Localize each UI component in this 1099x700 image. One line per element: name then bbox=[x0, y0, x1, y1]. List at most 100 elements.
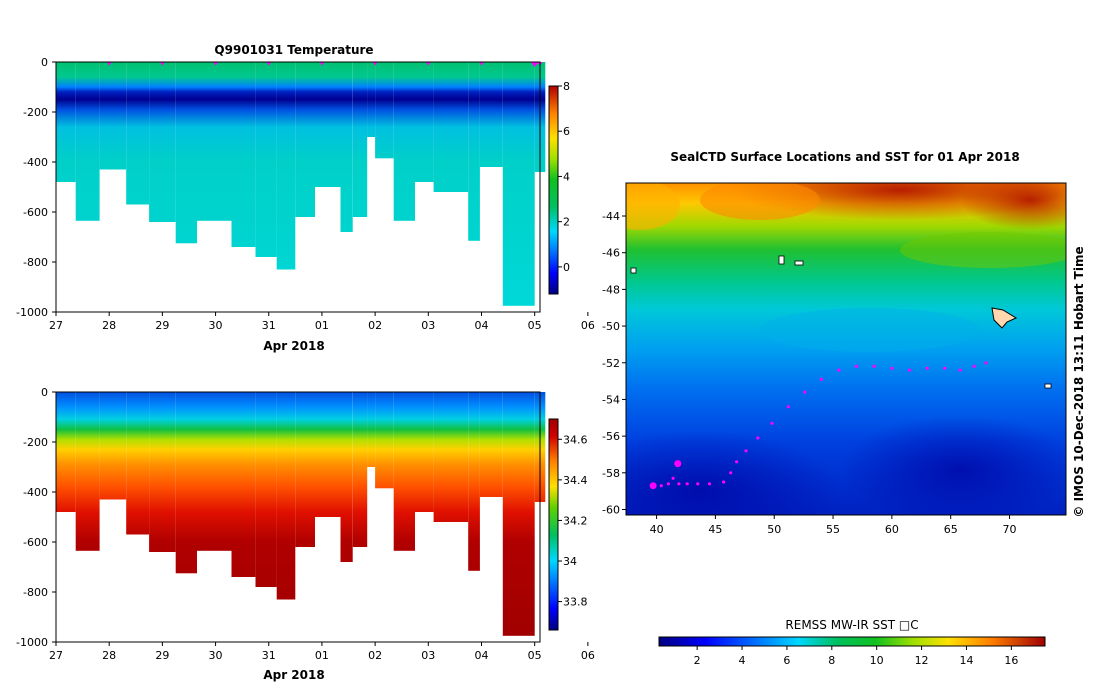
y-tick-label: -200 bbox=[23, 106, 48, 119]
sst-map-axes: -44 -46 -48 -50 -52 -54 -56 -58 -60 40 45 50 55 60 65 7… bbox=[602, 210, 1016, 536]
track-highlight-point bbox=[674, 460, 682, 468]
profile-column bbox=[276, 62, 296, 270]
surface-markers bbox=[106, 62, 543, 67]
x-tick-label: 01 bbox=[315, 649, 329, 662]
colorbar-tick-label: 8 bbox=[563, 80, 570, 93]
temperature-section-panel: Q9901031 Temperature 0 -200 -400 -600 -800 -1… bbox=[16, 43, 595, 353]
map-x-tick-label: 55 bbox=[826, 523, 840, 536]
colorbar-tick-label: 6 bbox=[563, 125, 570, 138]
profile-column bbox=[433, 392, 469, 522]
sst-field bbox=[626, 183, 1066, 515]
surface-marker bbox=[530, 62, 539, 67]
profile-column bbox=[415, 62, 434, 182]
y-tick-label: -800 bbox=[23, 256, 48, 269]
profile-column bbox=[433, 62, 469, 192]
track-point bbox=[958, 368, 962, 372]
x-tick-label: 28 bbox=[102, 319, 116, 332]
seal-track bbox=[649, 361, 988, 490]
profile-column bbox=[75, 392, 100, 551]
sst-map-frame bbox=[625, 182, 1067, 516]
track-point bbox=[707, 482, 712, 486]
profile-column bbox=[367, 62, 376, 137]
x-tick-label: 29 bbox=[155, 319, 169, 332]
y-tick-label: -800 bbox=[23, 586, 48, 599]
track-point bbox=[984, 361, 988, 365]
profile-column bbox=[175, 62, 197, 244]
temperature-colorbar bbox=[548, 85, 559, 295]
profile-column bbox=[295, 62, 315, 217]
x-tick-label: 06 bbox=[581, 649, 595, 662]
track-point bbox=[722, 480, 726, 484]
track-point bbox=[872, 364, 876, 368]
sst-colorbar-tick-label: 6 bbox=[783, 654, 790, 667]
surface-marker bbox=[213, 62, 219, 66]
map-y-tick-label: -54 bbox=[602, 393, 620, 406]
profile-column bbox=[149, 62, 176, 222]
x-tick-label: 03 bbox=[421, 319, 435, 332]
surface-marker bbox=[266, 62, 272, 66]
sst-colorbar-ticks: 2 4 6 8 10 12 14 16 bbox=[694, 646, 1018, 667]
map-y-tick-label: -46 bbox=[602, 247, 620, 260]
colorbar-tick-label: 33.8 bbox=[563, 596, 588, 609]
map-x-tick-label: 45 bbox=[708, 523, 722, 536]
profile-column bbox=[99, 392, 127, 500]
track-point bbox=[666, 482, 671, 486]
profile-column bbox=[231, 62, 256, 247]
profile-column bbox=[468, 392, 480, 571]
surface-marker bbox=[319, 62, 325, 66]
profile-column bbox=[315, 392, 341, 517]
map-y-tick-label: -50 bbox=[602, 320, 620, 333]
track-point bbox=[855, 364, 859, 368]
map-x-tick-label: 70 bbox=[1003, 523, 1017, 536]
profile-column bbox=[415, 392, 434, 512]
profile-column bbox=[99, 62, 127, 170]
x-tick-label: 04 bbox=[474, 319, 488, 332]
sst-colorbar-tick-label: 8 bbox=[828, 654, 835, 667]
sst-colorbar-tick-label: 2 bbox=[694, 654, 701, 667]
profile-column bbox=[393, 62, 415, 221]
profile-column bbox=[196, 62, 232, 221]
track-point bbox=[685, 482, 689, 486]
profile-column bbox=[375, 392, 394, 489]
track-point bbox=[677, 482, 681, 486]
y-tick-label: -600 bbox=[23, 206, 48, 219]
map-y-tick-label: -56 bbox=[602, 430, 620, 443]
y-tick-label: -600 bbox=[23, 536, 48, 549]
x-tick-label: 30 bbox=[209, 649, 223, 662]
profile-column bbox=[367, 392, 376, 467]
track-point bbox=[729, 471, 733, 475]
x-tick-label: 27 bbox=[49, 649, 63, 662]
surface-marker bbox=[159, 62, 165, 66]
x-tick-label: 02 bbox=[368, 319, 382, 332]
x-tick-label: 01 bbox=[315, 319, 329, 332]
profile-column bbox=[340, 392, 353, 562]
track-point bbox=[943, 366, 947, 370]
track-point bbox=[819, 377, 823, 381]
track-point bbox=[925, 366, 929, 370]
sst-map-panel: SealCTD Surface Locations and SST for 01… bbox=[602, 150, 1086, 667]
track-point bbox=[735, 460, 739, 464]
profile-column bbox=[479, 392, 503, 497]
profile-column bbox=[126, 392, 150, 535]
island-markers bbox=[630, 255, 1052, 389]
colorbar-tick-label: 4 bbox=[563, 170, 570, 183]
track-point bbox=[744, 449, 748, 453]
x-tick-label: 06 bbox=[581, 319, 595, 332]
salinity-colorbar bbox=[548, 418, 559, 631]
track-point bbox=[696, 482, 700, 486]
colorbar-tick-label: 34 bbox=[563, 555, 577, 568]
map-y-tick-label: -58 bbox=[602, 467, 620, 480]
profile-column bbox=[126, 62, 150, 205]
surface-marker bbox=[372, 62, 378, 66]
x-tick-label: 05 bbox=[528, 319, 542, 332]
y-tick-label: -1000 bbox=[16, 306, 48, 319]
salinity-colorbar-ticks: 33.8 34 34.2 34.4 34.6 bbox=[558, 433, 588, 609]
surface-marker bbox=[425, 62, 431, 66]
track-point bbox=[907, 368, 912, 372]
map-y-tick-label: -48 bbox=[602, 283, 620, 296]
x-tick-label: 31 bbox=[262, 319, 276, 332]
profile-column bbox=[468, 62, 480, 241]
profile-column bbox=[502, 392, 535, 636]
